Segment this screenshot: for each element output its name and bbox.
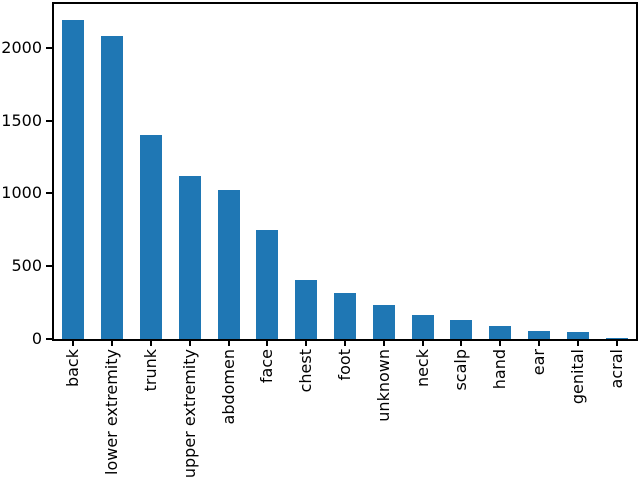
bar-ear (528, 331, 550, 339)
x-tick-label-back: back (63, 349, 83, 388)
bar-lower-extremity (101, 36, 124, 339)
y-tick-2000 (46, 46, 52, 49)
bar-unknown (372, 305, 395, 339)
x-tick-label-chest: chest (296, 349, 316, 393)
bar-neck (411, 315, 434, 339)
bar-chest (295, 280, 318, 339)
bar-face (256, 230, 279, 339)
y-tick-1500 (46, 119, 52, 122)
x-tick-scalp (460, 341, 463, 346)
x-tick-lower-extremity (111, 341, 114, 346)
x-tick-label-unknown: unknown (373, 349, 393, 422)
x-tick-label-acral: acral (606, 349, 626, 389)
x-tick-label-trunk: trunk (141, 349, 160, 392)
x-tick-hand (499, 341, 502, 346)
bar-back (62, 20, 85, 339)
x-tick-upper-extremity (188, 341, 191, 346)
x-tick-back (72, 341, 75, 346)
x-tick-label-genital: genital (567, 349, 587, 405)
x-tick-unknown (382, 341, 385, 346)
bar-genital (566, 332, 589, 339)
y-tick-500 (46, 265, 52, 268)
x-tick-label-scalp: scalp (451, 349, 471, 391)
x-tick-label-foot: foot (335, 349, 354, 381)
bar-foot (334, 293, 356, 339)
x-tick-face (266, 341, 269, 346)
y-tick-label-500: 500 (11, 256, 42, 276)
x-tick-abdomen (227, 341, 230, 346)
x-tick-neck (421, 341, 424, 346)
x-tick-label-lower-extremity: lower extremity (102, 349, 122, 475)
bar-hand (489, 326, 512, 339)
x-tick-trunk (150, 341, 152, 346)
x-tick-label-ear: ear (529, 349, 548, 376)
bar-abdomen (217, 190, 240, 339)
x-tick-label-neck: neck (412, 349, 432, 388)
bar-trunk (140, 135, 162, 339)
bar-acral (605, 338, 628, 339)
x-tick-acral (615, 341, 618, 346)
bar-upper-extremity (178, 176, 201, 339)
x-tick-label-face: face (257, 349, 277, 384)
x-tick-genital (576, 341, 579, 346)
x-tick-foot (344, 341, 346, 346)
y-tick-0 (46, 338, 52, 340)
x-tick-label-abdomen: abdomen (218, 349, 238, 425)
x-tick-ear (538, 341, 540, 346)
x-tick-label-hand: hand (490, 349, 510, 390)
x-tick-label-upper-extremity: upper extremity (179, 349, 199, 479)
x-tick-chest (305, 341, 308, 346)
y-tick-label-2000: 2000 (1, 37, 42, 57)
bar-scalp (450, 320, 473, 339)
y-tick-label-1000: 1000 (1, 183, 42, 203)
y-tick-1000 (46, 192, 52, 195)
y-tick-label-1500: 1500 (1, 110, 42, 130)
y-tick-label-0: 0 (31, 329, 42, 348)
